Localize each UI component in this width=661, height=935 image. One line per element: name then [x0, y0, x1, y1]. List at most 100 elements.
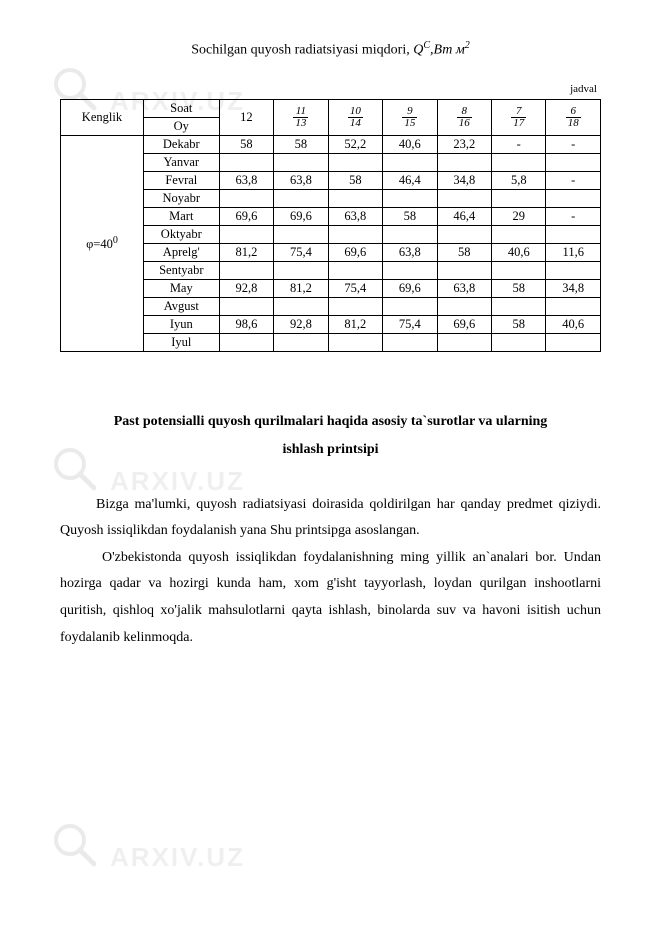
data-cell — [492, 225, 546, 243]
watermark-text: ARXIV.UZ — [110, 842, 245, 873]
table-caption: jadval — [60, 83, 601, 95]
month-cell: Mart — [143, 207, 219, 225]
data-cell: 58 — [328, 171, 382, 189]
data-cell — [219, 153, 273, 171]
table-header-row: Kenglik Soat 12 1113 1014 915 816 717 61… — [61, 99, 601, 117]
month-cell: Iyun — [143, 315, 219, 333]
header-soat: Soat — [143, 99, 219, 117]
title-mid: ,Вт — [430, 43, 456, 58]
data-cell — [492, 297, 546, 315]
data-cell: - — [546, 207, 601, 225]
data-cell: 34,8 — [546, 279, 601, 297]
data-cell: 69,6 — [437, 315, 491, 333]
data-cell — [437, 225, 491, 243]
data-cell: 63,8 — [274, 171, 328, 189]
kenglik-cell: φ=400 — [61, 135, 144, 351]
month-cell: Oktyabr — [143, 225, 219, 243]
data-cell: 69,6 — [219, 207, 273, 225]
data-cell — [328, 153, 382, 171]
data-cell — [274, 225, 328, 243]
data-cell: 11,6 — [546, 243, 601, 261]
data-cell: 40,6 — [383, 135, 437, 153]
month-cell: Sentyabr — [143, 261, 219, 279]
month-cell: Noyabr — [143, 189, 219, 207]
data-cell: 69,6 — [274, 207, 328, 225]
month-cell: Aprelg' — [143, 243, 219, 261]
data-cell: 52,2 — [328, 135, 382, 153]
data-cell — [328, 261, 382, 279]
data-cell — [274, 297, 328, 315]
data-cell — [492, 189, 546, 207]
data-cell: 69,6 — [383, 279, 437, 297]
data-cell: 75,4 — [383, 315, 437, 333]
data-cell: 81,2 — [219, 243, 273, 261]
month-cell: Dekabr — [143, 135, 219, 153]
data-cell — [219, 225, 273, 243]
data-cell — [437, 261, 491, 279]
header-hour-frac: 816 — [437, 99, 491, 135]
data-cell — [274, 333, 328, 351]
data-cell: - — [546, 171, 601, 189]
data-cell: 63,8 — [219, 171, 273, 189]
data-cell — [383, 333, 437, 351]
data-cell: 75,4 — [274, 243, 328, 261]
data-cell: 92,8 — [219, 279, 273, 297]
data-cell: 58 — [437, 243, 491, 261]
data-cell — [383, 297, 437, 315]
title-symbol-m: м — [456, 43, 465, 58]
month-cell: Avgust — [143, 297, 219, 315]
data-cell: 5,8 — [492, 171, 546, 189]
data-cell: 75,4 — [328, 279, 382, 297]
data-cell: 29 — [492, 207, 546, 225]
data-cell — [219, 333, 273, 351]
data-cell: 58 — [219, 135, 273, 153]
data-cell — [219, 189, 273, 207]
data-cell: 63,8 — [328, 207, 382, 225]
data-cell: 81,2 — [328, 315, 382, 333]
data-cell — [546, 189, 601, 207]
data-cell — [328, 297, 382, 315]
data-cell: 58 — [383, 207, 437, 225]
month-cell: Fevral — [143, 171, 219, 189]
title-symbol-Q: Q — [413, 43, 423, 58]
data-cell: 98,6 — [219, 315, 273, 333]
data-cell — [546, 333, 601, 351]
data-cell — [546, 225, 601, 243]
data-cell — [546, 153, 601, 171]
data-cell — [383, 153, 437, 171]
data-cell — [219, 261, 273, 279]
header-hour-frac: 618 — [546, 99, 601, 135]
data-cell: - — [546, 135, 601, 153]
section-heading: Past potensialli quyosh qurilmalari haqi… — [60, 408, 601, 464]
header-hour-frac: 1014 — [328, 99, 382, 135]
header-hour-frac: 717 — [492, 99, 546, 135]
data-cell — [383, 225, 437, 243]
month-cell: May — [143, 279, 219, 297]
data-cell — [219, 297, 273, 315]
data-cell: 40,6 — [492, 243, 546, 261]
data-cell — [328, 225, 382, 243]
header-oy: Оу — [143, 117, 219, 135]
data-cell: 69,6 — [328, 243, 382, 261]
data-cell: 81,2 — [274, 279, 328, 297]
data-cell — [383, 261, 437, 279]
data-table: Kenglik Soat 12 1113 1014 915 816 717 61… — [60, 99, 601, 352]
body-paragraph: O'zbekistonda quyosh issiqlikdan foydala… — [60, 545, 601, 651]
data-cell — [437, 333, 491, 351]
data-cell — [492, 153, 546, 171]
data-cell — [274, 153, 328, 171]
header-hour-frac: 1113 — [274, 99, 328, 135]
month-cell: Yanvar — [143, 153, 219, 171]
table-row: φ=400 Dekabr 58 58 52,2 40,6 23,2 - - — [61, 135, 601, 153]
data-cell — [437, 189, 491, 207]
title-text: Sochilgan quyosh radiatsiyasi miqdori, — [191, 43, 413, 58]
data-cell — [328, 333, 382, 351]
data-cell: 58 — [492, 279, 546, 297]
data-cell: 34,8 — [437, 171, 491, 189]
data-cell: 58 — [274, 135, 328, 153]
title-sup-C: C — [423, 40, 430, 51]
body-paragraph: Bizga ma'lumki, quyosh radiatsiyasi doir… — [60, 492, 601, 545]
data-cell — [437, 153, 491, 171]
data-cell — [546, 297, 601, 315]
data-cell — [492, 261, 546, 279]
